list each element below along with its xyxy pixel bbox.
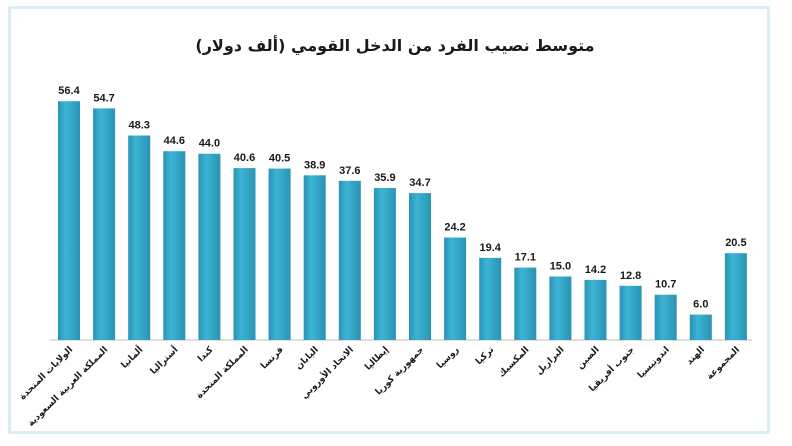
- bar: [268, 168, 291, 340]
- category-label: روسيا: [435, 345, 461, 371]
- bar-value-label: 44.6: [164, 135, 185, 147]
- bar-value-label: 14.2: [585, 264, 606, 276]
- bar-value-label: 19.4: [479, 242, 501, 254]
- bar: [619, 285, 642, 340]
- bar: [584, 279, 607, 340]
- bar: [163, 151, 186, 340]
- bar: [303, 175, 326, 340]
- chart-title: متوسط نصيب الفرد من الدخل القومي (ألف دو…: [195, 35, 594, 56]
- bar-value-label: 24.2: [444, 222, 465, 234]
- bar-value-label: 56.4: [58, 85, 80, 97]
- bar: [93, 108, 116, 340]
- value-labels-layer: 56.4 54.7 48.3 44.6 44.0 40.6 40.5 38.9 37.6 35.9…: [58, 85, 746, 310]
- bar: [514, 267, 537, 340]
- category-label: البرازيل: [534, 345, 566, 377]
- bar-value-label: 20.5: [725, 237, 746, 249]
- category-label: الصين: [575, 345, 601, 371]
- category-label: اندونيسيا: [636, 345, 672, 381]
- bar: [409, 193, 431, 340]
- category-label: أستراليا: [147, 344, 180, 377]
- bar: [689, 314, 712, 340]
- category-label: تركيا: [474, 345, 496, 367]
- bar-value-label: 40.6: [234, 152, 255, 164]
- category-label: كندا: [196, 345, 216, 365]
- bar: [58, 101, 80, 341]
- category-label: المجموعة: [705, 345, 742, 382]
- category-label: المكسيك: [497, 345, 532, 380]
- category-label: فرنسا: [259, 345, 286, 372]
- bar-value-label: 15.0: [550, 261, 571, 273]
- bar-value-label: 38.9: [304, 159, 325, 171]
- bar-value-label: 10.7: [655, 279, 676, 291]
- bar: [479, 257, 502, 340]
- bar-value-label: 6.0: [693, 299, 708, 311]
- bar: [373, 188, 396, 340]
- bar-value-label: 12.8: [620, 270, 641, 282]
- bar: [128, 135, 151, 340]
- bar-value-label: 17.1: [515, 252, 536, 264]
- bar-value-label: 44.0: [199, 138, 220, 150]
- bar-value-label: 48.3: [128, 120, 149, 132]
- category-label: إيطاليا: [363, 345, 391, 373]
- bars-layer: [58, 101, 747, 341]
- bar-value-label: 40.5: [269, 153, 290, 165]
- bar-value-label: 37.6: [339, 165, 360, 177]
- category-label: ألمانيا: [118, 344, 145, 371]
- bar: [444, 237, 467, 340]
- bar-value-label: 35.9: [374, 172, 395, 184]
- bar-value-label: 54.7: [93, 92, 114, 104]
- bar: [338, 180, 361, 340]
- category-label: الهند: [685, 345, 707, 367]
- bar: [654, 294, 677, 340]
- bar: [198, 153, 221, 340]
- bar: [233, 168, 256, 340]
- bar: [549, 276, 572, 340]
- bar-value-label: 34.7: [409, 177, 430, 189]
- bar: [724, 253, 747, 340]
- category-label: اليابان: [294, 345, 321, 372]
